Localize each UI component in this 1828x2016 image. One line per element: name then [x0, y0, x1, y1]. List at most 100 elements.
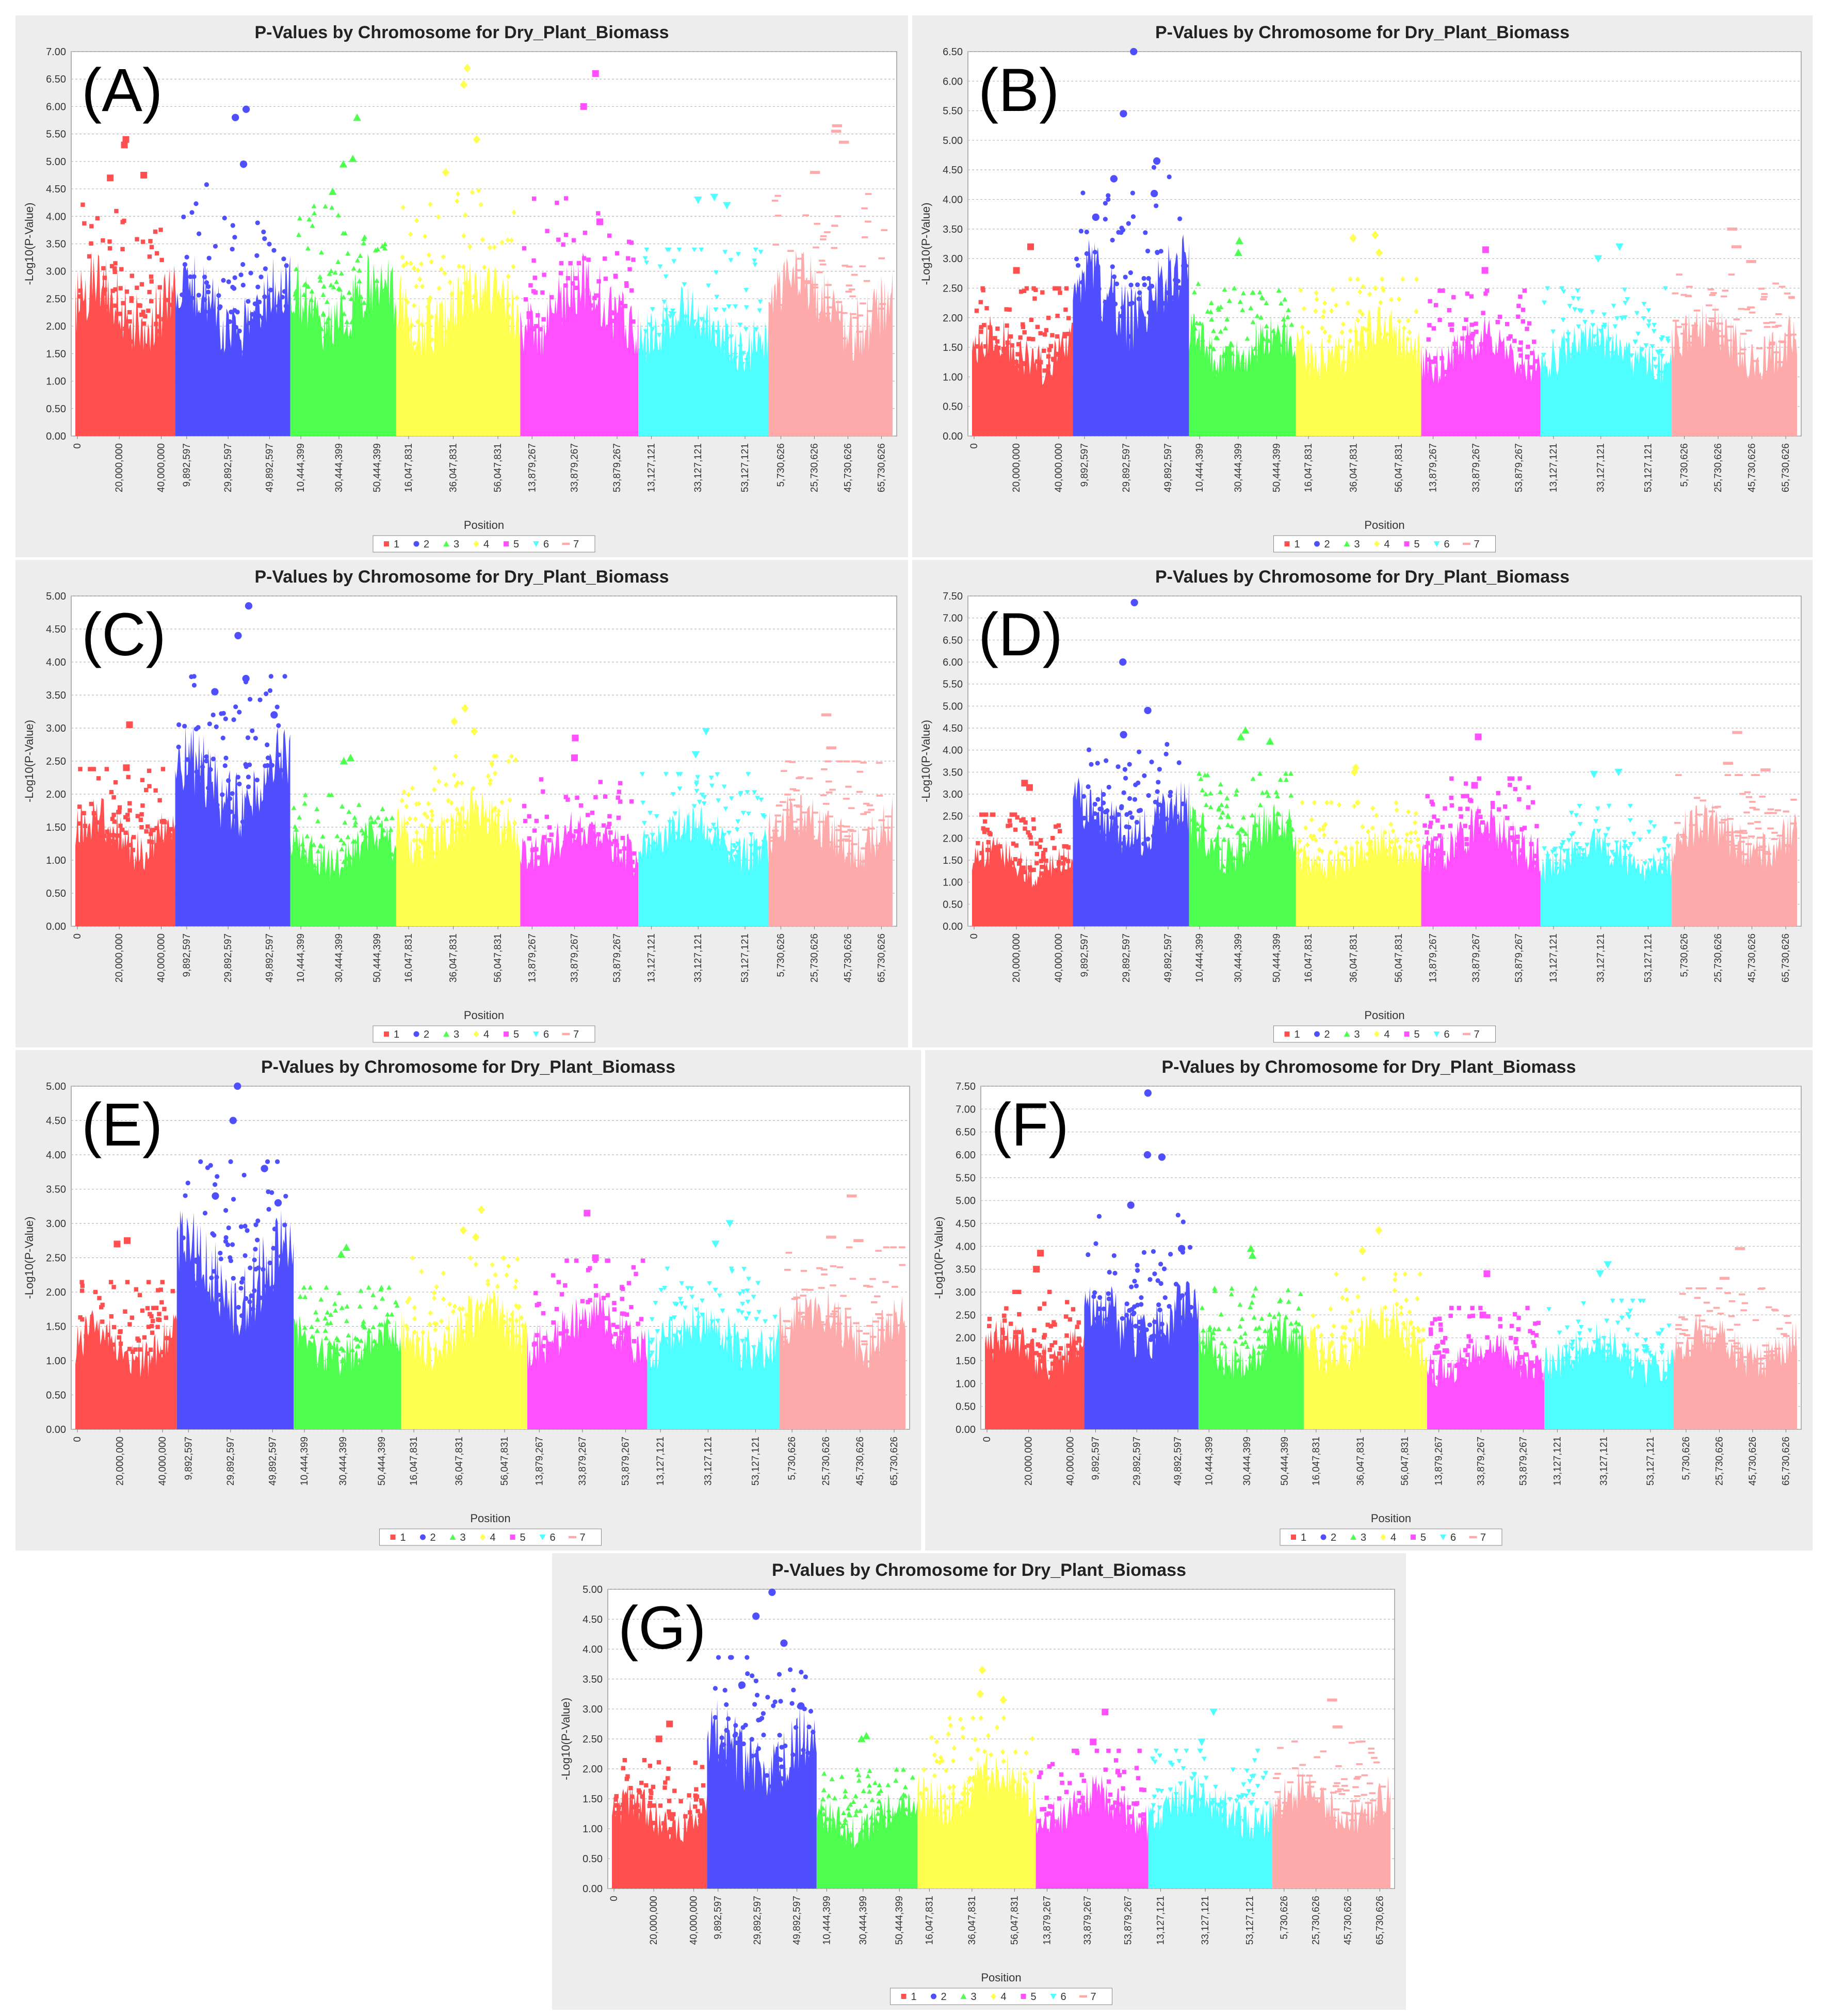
- chart-title: P-Values by Chromosome for Dry_Plant_Bio…: [1161, 1057, 1576, 1077]
- peak-point: [738, 1681, 746, 1689]
- manhattan-plot-e: P-Values by Chromosome for Dry_Plant_Bio…: [23, 1057, 910, 1546]
- peak-point: [123, 764, 130, 771]
- x-tick-label: 20,000,000: [115, 1437, 126, 1486]
- legend-label: 7: [573, 539, 579, 550]
- series-chr-4: [1296, 230, 1421, 436]
- peak-point: [242, 105, 250, 113]
- series-chr-7: [779, 1194, 906, 1429]
- legend-marker: [420, 1534, 426, 1540]
- legend-label: 1: [1301, 1532, 1306, 1543]
- legend: 1 2 3 4 5 6 7: [373, 535, 595, 553]
- legend-label: 1: [1295, 1029, 1300, 1040]
- x-tick-label: 25,730,626: [1713, 933, 1724, 982]
- series-chr-2: [1073, 599, 1189, 926]
- point-cloud-chr-7: [1673, 1313, 1797, 1429]
- x-tick-label: 45,730,626: [1747, 933, 1758, 982]
- legend-label: 2: [1324, 1029, 1330, 1040]
- x-tick-label: 53,127,121: [740, 443, 751, 492]
- legend-label: 7: [1474, 539, 1480, 550]
- y-tick-label: 0.00: [46, 1424, 66, 1436]
- y-tick-label: 2.00: [956, 1333, 976, 1344]
- x-tick-label: 29,892,597: [1121, 933, 1132, 982]
- peak-point: [826, 1235, 836, 1239]
- legend-label: 5: [1031, 1991, 1037, 2003]
- peak-point: [1013, 267, 1020, 274]
- y-tick-label: 3.00: [943, 789, 963, 800]
- legend-marker: [449, 1534, 456, 1540]
- series-chr-2: [1073, 47, 1189, 436]
- legend-label: 7: [1474, 1029, 1480, 1040]
- peak-point: [1479, 1311, 1486, 1318]
- legend-label: 6: [543, 539, 549, 550]
- peak-point: [339, 757, 348, 765]
- legend-marker: [1469, 1536, 1477, 1539]
- chart-title: P-Values by Chromosome for Dry_Plant_Bio…: [254, 23, 669, 42]
- x-tick-label: 20,000,000: [114, 933, 125, 982]
- legend-label: 5: [1414, 539, 1420, 550]
- x-tick-label: 65,730,626: [1781, 1437, 1791, 1486]
- x-tick-label: 29,892,597: [1121, 443, 1132, 492]
- peak-point: [694, 196, 702, 204]
- x-tick-label: 5,730,626: [776, 933, 787, 977]
- peak-point: [1732, 731, 1742, 734]
- legend-marker: [1411, 1535, 1416, 1540]
- y-tick-label: 5.00: [583, 1584, 603, 1595]
- x-tick-label: 50,444,399: [1271, 933, 1282, 982]
- peak-point: [1481, 267, 1489, 274]
- x-tick-label: 29,892,597: [223, 443, 234, 492]
- x-tick-label: 65,730,626: [1781, 443, 1791, 492]
- peak-point: [245, 602, 253, 610]
- peak-point: [1198, 1738, 1206, 1746]
- legend-marker: [562, 542, 570, 545]
- series-chr-5: [1427, 1270, 1545, 1429]
- series-chr-3: [1189, 236, 1296, 436]
- y-tick-label: 7.00: [943, 613, 963, 624]
- x-tick-label: 40,000,000: [1065, 1437, 1076, 1486]
- y-tick-label: 2.00: [583, 1764, 603, 1775]
- x-tick-label: 9,892,597: [183, 1437, 194, 1480]
- x-tick-label: 30,444,399: [1242, 1437, 1253, 1486]
- legend-label: 6: [1444, 1029, 1450, 1040]
- point-cloud-chr-3: [1189, 313, 1296, 436]
- x-tick-label: 65,730,626: [889, 1437, 900, 1486]
- peak-point: [580, 103, 587, 110]
- panel-a: P-Values by Chromosome for Dry_Plant_Bio…: [15, 15, 908, 557]
- x-tick-label: 13,127,121: [646, 443, 657, 492]
- y-tick-label: 5.00: [46, 591, 66, 602]
- y-tick-label: 6.50: [46, 74, 66, 85]
- series-chr-1: [75, 136, 175, 436]
- peak-point: [473, 135, 480, 144]
- x-tick-label: 53,127,121: [740, 933, 751, 982]
- peak-point: [1590, 771, 1598, 779]
- x-tick-label: 53,879,267: [621, 1437, 632, 1486]
- y-tick-label: 1.00: [956, 1378, 976, 1390]
- panel-label: (G): [618, 1594, 706, 1662]
- legend-marker: [473, 1030, 479, 1038]
- x-axis-label: Position: [1364, 1009, 1404, 1022]
- y-tick-label: 0.00: [46, 431, 66, 442]
- legend-marker: [1344, 541, 1350, 546]
- legend-marker: [1404, 541, 1410, 546]
- peak-point: [342, 1243, 351, 1251]
- peak-point: [463, 63, 471, 73]
- peak-point: [691, 751, 700, 759]
- x-tick-label: 40,000,000: [689, 1896, 700, 1945]
- x-tick-label: 9,892,597: [1091, 1437, 1102, 1480]
- peak-point: [1130, 47, 1138, 56]
- x-tick-label: 13,879,267: [527, 933, 538, 982]
- peak-point: [832, 124, 843, 127]
- x-tick-label: 49,892,597: [1163, 443, 1174, 492]
- x-tick-label: 50,444,399: [377, 1437, 387, 1486]
- point-cloud-chr-4: [396, 259, 521, 436]
- peak-point: [780, 1639, 788, 1647]
- x-axis-label: Position: [470, 1512, 510, 1525]
- y-axis-label: -Log10(P-Value): [23, 203, 36, 285]
- y-tick-label: 0.50: [46, 1390, 66, 1401]
- x-tick-label: 9,892,597: [1079, 933, 1090, 977]
- peak-point: [114, 1240, 121, 1248]
- peak-point: [1735, 1247, 1745, 1250]
- peak-point: [1375, 1225, 1383, 1235]
- peak-point: [853, 1239, 864, 1243]
- peak-point: [1483, 1270, 1491, 1278]
- x-tick-label: 13,127,121: [1552, 1437, 1563, 1486]
